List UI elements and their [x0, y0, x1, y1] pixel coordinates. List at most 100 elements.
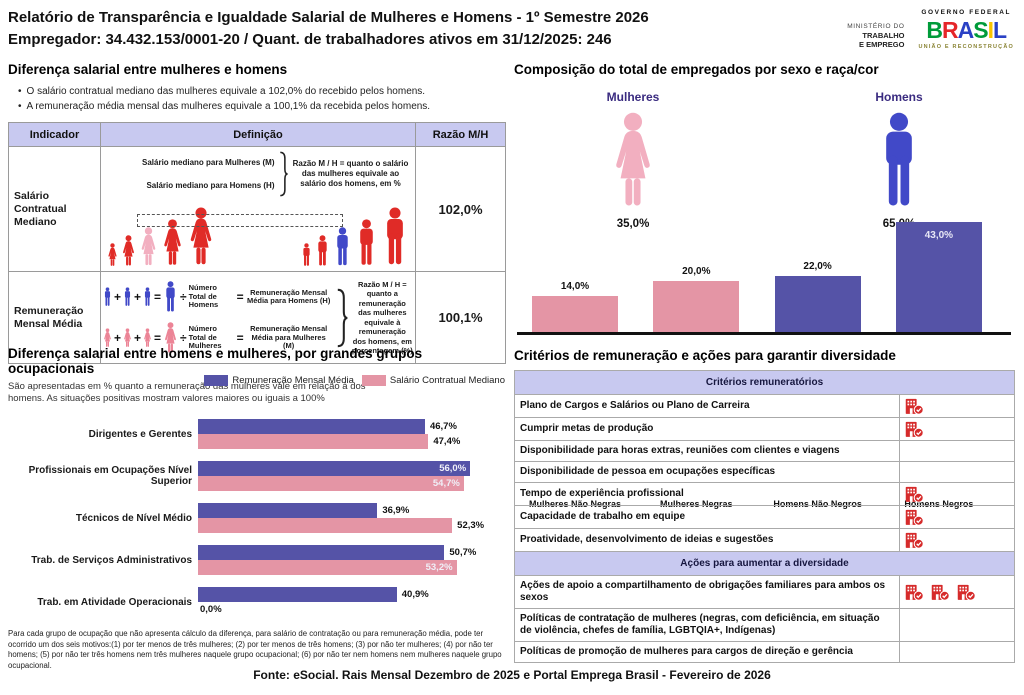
occupation-bar [198, 545, 445, 560]
building-check-icon [904, 531, 924, 549]
occupation-bar-value: 50,7% [449, 547, 477, 558]
criteria-row-label: Disponibilidade de pessoa em ocupações e… [514, 461, 900, 483]
equals-operator: = [154, 290, 162, 304]
table-row-remuneracao-media: Remuneração Mensal Média + + = ÷ Número Tota… [8, 271, 506, 364]
man-icon [874, 112, 924, 210]
criteria-row: Tempo de experiência profissional [514, 482, 1016, 506]
occupation-bar [198, 419, 425, 434]
occupation-bars: Dirigentes e Gerentes 46,7% 47,4% Profissio… [8, 419, 507, 617]
occupation-bar [198, 503, 378, 518]
criteria-row-label: Políticas de promoção de mulheres para c… [514, 641, 900, 663]
report-header: Relatório de Transparência e Igualdade S… [8, 7, 649, 51]
occupation-bar [198, 476, 464, 491]
criteria-row: Disponibilidade para horas extras, reuni… [514, 440, 1016, 462]
man-icon [315, 235, 330, 267]
chart-baseline [517, 332, 1011, 335]
brasil-wordmark: BRASIL [918, 18, 1014, 42]
criteria-row-label: Capacidade de trabalho em equipe [514, 505, 900, 529]
bar-Mulheres Negras [653, 280, 740, 332]
brasil-letter: S [973, 17, 988, 43]
criteria-row-label: Proatividade, desenvolvimento de ideias … [514, 528, 900, 552]
definition-cell: Salário mediano para Mulheres (M) Salári… [100, 146, 416, 272]
bullet-item: O salário contratual mediano das mulhere… [18, 84, 507, 99]
legend-swatch [361, 375, 386, 386]
salary-difference-section: Diferença salarial entre mulheres e home… [8, 62, 507, 364]
criteria-row: Ações de apoio a compartilhamento de obr… [514, 575, 1016, 609]
criteria-row-icons [898, 394, 1016, 418]
building-check-icon [956, 583, 976, 601]
occupation-group: Trab. de Serviços Administrativos 50,7% 53… [8, 545, 507, 575]
occupation-bar-value: 47,4% [433, 436, 461, 447]
col-header-razao: Razão M/H [415, 122, 506, 147]
occupation-bar-value: 40,9% [401, 589, 429, 600]
col-header-definicao: Definição [100, 122, 416, 147]
man-icon [333, 227, 352, 267]
formula-row: + + = ÷ Número Total de Mulheres = Remuneração… [103, 322, 332, 354]
equals-operator: = [236, 331, 244, 345]
criteria-row-label: Plano de Cargos e Salários ou Plano de C… [514, 394, 900, 418]
man-icon [355, 219, 378, 267]
criteria-row-label: Políticas de contratação de mulheres (ne… [514, 608, 900, 642]
criteria-row-icons [898, 482, 1016, 506]
ratio-value: 102,0% [415, 146, 506, 272]
occupation-chart-section: Diferença salarial entre homens e mulher… [8, 346, 507, 671]
criteria-row: Proatividade, desenvolvimento de ideias … [514, 528, 1016, 552]
criteria-row-icons [898, 575, 1016, 609]
male-figure-block: Homens 65,0% [866, 90, 932, 230]
man-icon [163, 281, 178, 313]
composition-section-title: Composição do total de empregados por se… [514, 62, 879, 77]
bar-Homens Não Negros [774, 275, 861, 332]
occupation-section-title: Diferença salarial entre homens e mulher… [8, 346, 423, 376]
occupation-bar-value: 46,7% [429, 421, 457, 432]
occupation-bar-value: 52,3% [457, 520, 485, 531]
indicator-cell: Remuneração Mensal Média [8, 271, 101, 364]
ratio-definition-note: Razão M / H = quanto o salário das mulhe… [292, 159, 409, 188]
brace-icon [278, 151, 289, 197]
legend-label: Salário Contratual Mediano [389, 375, 505, 386]
woman-icon [103, 328, 112, 348]
median-women-label: Salário mediano para Mulheres (M) [142, 158, 275, 167]
formula-divisor-label: Número Total de Homens [188, 283, 219, 310]
bar-value-label: 22,0% [803, 260, 832, 272]
equals-operator: = [236, 290, 244, 304]
woman-icon [123, 328, 132, 348]
legend-swatch [204, 375, 229, 386]
average-formula-diagram: + + = ÷ Número Total de Homens = Remuneração M… [103, 281, 332, 354]
indicator-table: Indicador Definição Razão M/H Salário Co… [8, 122, 506, 364]
occupation-group: Profissionais em Ocupações Nível Superio… [8, 461, 507, 491]
criteria-row: Disponibilidade de pessoa em ocupações e… [514, 461, 1016, 483]
occupation-group: Técnicos de Nível Médio 36,9% 52,3% [8, 503, 507, 533]
criteria-row: Capacidade de trabalho em equipe [514, 505, 1016, 529]
median-men-label: Salário mediano para Homens (H) [146, 181, 275, 190]
occupation-bar-value: 54,7% [432, 478, 460, 489]
ratio-definition-note: Razão M / H = quanto a remuneração das m… [351, 279, 413, 356]
woman-icon [139, 227, 158, 267]
governo-federal-logo: GOVERNO FEDERAL BRASIL UNIÃO E RECONSTRU… [918, 9, 1014, 50]
formula-divisor-label: Número Total de Mulheres [188, 324, 222, 351]
criteria-row-icons [898, 528, 1016, 552]
employer-line: Empregador: 34.432.153/0001-20 / Quant. … [8, 31, 612, 48]
chart-legend: Remuneração Mensal Média Salário Contratu… [204, 375, 505, 386]
criteria-section-header: Critérios remuneratórios [513, 370, 1016, 395]
occupation-bar-value: 56,0% [439, 463, 467, 474]
legend-item: Remuneração Mensal Média [204, 375, 354, 386]
criteria-table: Critérios remuneratórios Plano de Cargos … [513, 370, 1016, 663]
female-figure-block: Mulheres 35,0% [600, 90, 666, 230]
ministry-logo: MINISTÉRIO DO TRABALHO E EMPREGO [847, 22, 905, 49]
woman-icon [107, 243, 118, 267]
brasil-letter: B [926, 17, 943, 43]
indicator-cell: Salário Contratual Mediano [8, 146, 101, 272]
occupation-bar [198, 587, 397, 602]
formula-result-label: Remuneração Mensal Média para Homens (H) [246, 287, 331, 305]
occupation-group: Trab. em Atividade Operacionais 40,9% 0,0% [8, 587, 507, 617]
male-label: Homens [875, 90, 923, 104]
building-check-icon [904, 485, 924, 503]
building-check-icon [904, 508, 924, 526]
criteria-row-icons [898, 461, 1016, 483]
female-label: Mulheres [606, 90, 660, 104]
composition-section: Composição do total de empregados por se… [514, 62, 1016, 509]
woman-icon [143, 328, 152, 348]
bullet-item: A remuneração média mensal das mulheres … [18, 99, 507, 114]
bar-value-label: 14,0% [560, 281, 590, 293]
